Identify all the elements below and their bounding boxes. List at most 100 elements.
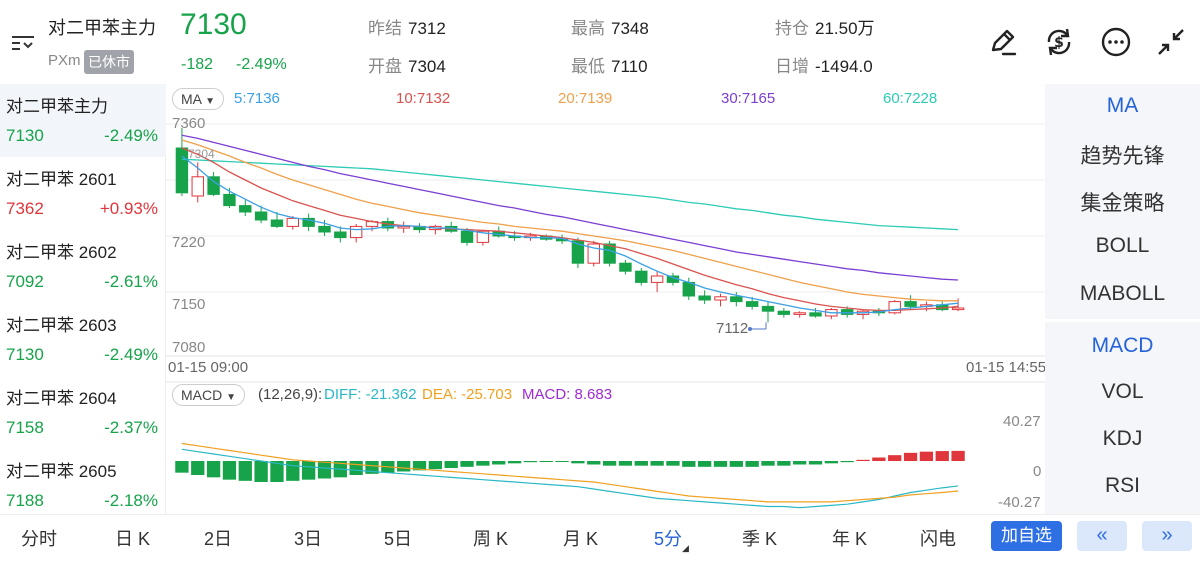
macd-bar	[365, 461, 379, 474]
panel-divider	[1045, 319, 1200, 322]
indicator-boll[interactable]: BOLL	[1095, 234, 1150, 257]
collapse-arrows-icon[interactable]	[1153, 24, 1189, 60]
ma5-line	[181, 155, 959, 314]
candle-up	[888, 301, 901, 314]
candle-down	[571, 240, 585, 264]
ma60-line	[181, 158, 959, 231]
candle-up	[650, 275, 664, 283]
candle-up	[349, 225, 363, 239]
min-price-marker: 7112	[716, 320, 749, 337]
contract-item[interactable]: 对二甲苯 2605 7188 -2.18%	[6, 462, 158, 510]
ma30-legend: 30:7165	[721, 90, 776, 107]
tab-5min[interactable]: 5分◢	[654, 529, 689, 553]
macd-selector[interactable]: MACD ▼	[172, 384, 246, 406]
open-price-marker: 7304	[188, 147, 215, 161]
contract-item[interactable]: 对二甲苯 2602 7092 -2.61%	[6, 243, 158, 291]
candle-down	[223, 193, 236, 207]
candle-down	[239, 205, 252, 213]
macd-bar	[397, 461, 411, 472]
tab-intraday[interactable]: 分时	[21, 529, 57, 549]
next-contract-button[interactable]: »	[1142, 521, 1192, 551]
contract-item[interactable]: 对二甲苯 2603 7130 -2.49%	[6, 316, 158, 364]
tab-weekly-k[interactable]: 周 K	[473, 529, 509, 549]
tab-corner-icon: ◢	[682, 543, 689, 553]
candle-down	[635, 270, 648, 283]
indicator-strategy[interactable]: 集金策略	[1080, 192, 1165, 215]
kline-chart-area[interactable]: MA ▼ 5:7136 10:7132 20:7139 30:7165 60:7…	[166, 84, 1046, 514]
candle-up	[951, 307, 965, 311]
indicator-trend[interactable]: 趋势先锋	[1080, 145, 1165, 168]
macd-bar	[507, 461, 522, 464]
macd-bar	[444, 461, 458, 469]
indicator-kdj[interactable]: KDJ	[1102, 427, 1143, 450]
stat-low: 最低 7110	[571, 57, 648, 76]
ma10-line	[181, 147, 959, 312]
stat-open-interest: 持仓 21.50万	[775, 19, 875, 38]
prev-contract-button[interactable]: «	[1077, 521, 1127, 551]
macd-bar	[222, 461, 237, 480]
price-change-pct: -2.49%	[236, 56, 287, 73]
more-options-icon[interactable]	[1098, 24, 1134, 60]
contract-item[interactable]: 对二甲苯主力 7130 -2.49%	[0, 84, 166, 157]
indicator-rsi[interactable]: RSI	[1104, 474, 1140, 497]
candle-down	[334, 231, 347, 239]
tab-2day[interactable]: 2日	[204, 529, 233, 549]
tab-yearly-k[interactable]: 年 K	[832, 529, 868, 549]
menu-icon[interactable]	[10, 32, 38, 54]
tab-5day[interactable]: 5日	[384, 529, 413, 549]
macd-bar	[301, 461, 316, 480]
chevron-left-icon: «	[1096, 524, 1108, 546]
macd-y-top: 40.27	[1003, 413, 1041, 430]
candle-up	[793, 312, 806, 315]
contract-item[interactable]: 对二甲苯 2604 7158 -2.37%	[6, 389, 158, 437]
macd-bar	[919, 451, 934, 461]
ma60-legend: 60:7228	[883, 90, 938, 107]
candle-down	[270, 219, 284, 227]
currency-exchange-icon[interactable]: $	[1041, 24, 1077, 60]
contract-item[interactable]: 对二甲苯 2601 7362 +0.93%	[6, 170, 158, 218]
macd-bar	[840, 461, 854, 463]
macd-bar	[903, 452, 918, 461]
macd-bar	[951, 450, 965, 461]
macd-bar	[713, 461, 728, 467]
candle-down	[840, 309, 854, 315]
macd-bar	[523, 461, 538, 463]
candle-up	[191, 176, 204, 197]
candle-up	[476, 230, 490, 243]
macd-bar	[888, 455, 902, 461]
candle-down	[207, 176, 220, 195]
tab-lightning[interactable]: 闪电	[920, 529, 956, 549]
stat-open: 开盘 7304	[368, 57, 446, 76]
candle-up	[397, 225, 410, 229]
macd-bar	[349, 461, 363, 476]
macd-y-bottom: -40.27	[998, 494, 1041, 511]
tab-quarterly-k[interactable]: 季 K	[742, 529, 778, 549]
tab-daily-k[interactable]: 日 K	[115, 529, 151, 549]
candle-down	[318, 225, 331, 233]
macd-y-zero: 0	[1033, 463, 1042, 480]
macd-bar	[428, 461, 443, 470]
x-label-start: 01-15 09:00	[168, 359, 249, 376]
indicator-maboll[interactable]: MABOLL	[1079, 282, 1166, 305]
macd-bar	[571, 461, 585, 464]
macd-bar	[761, 461, 775, 466]
macd-bar	[618, 461, 633, 466]
svg-text:$: $	[1054, 35, 1064, 51]
tab-monthly-k[interactable]: 月 K	[563, 529, 599, 549]
ma-selector[interactable]: MA ▼	[172, 88, 225, 110]
macd-bar	[602, 461, 617, 466]
last-price: 7130	[180, 8, 247, 41]
macd-bar	[238, 461, 252, 481]
add-watchlist-button[interactable]: 加自选	[991, 521, 1062, 551]
candle-down	[730, 296, 743, 303]
indicator-ma[interactable]: MA	[1106, 94, 1139, 117]
indicator-macd[interactable]: MACD	[1091, 334, 1154, 357]
stat-high: 最高 7348	[571, 19, 649, 38]
chevron-right-icon: »	[1161, 524, 1173, 546]
candle-down	[302, 217, 315, 227]
indicator-vol[interactable]: VOL	[1101, 380, 1144, 403]
tab-3day[interactable]: 3日	[294, 529, 323, 549]
macd-bar	[935, 451, 949, 461]
candle-down	[809, 312, 822, 317]
draw-pen-icon[interactable]	[985, 24, 1021, 60]
